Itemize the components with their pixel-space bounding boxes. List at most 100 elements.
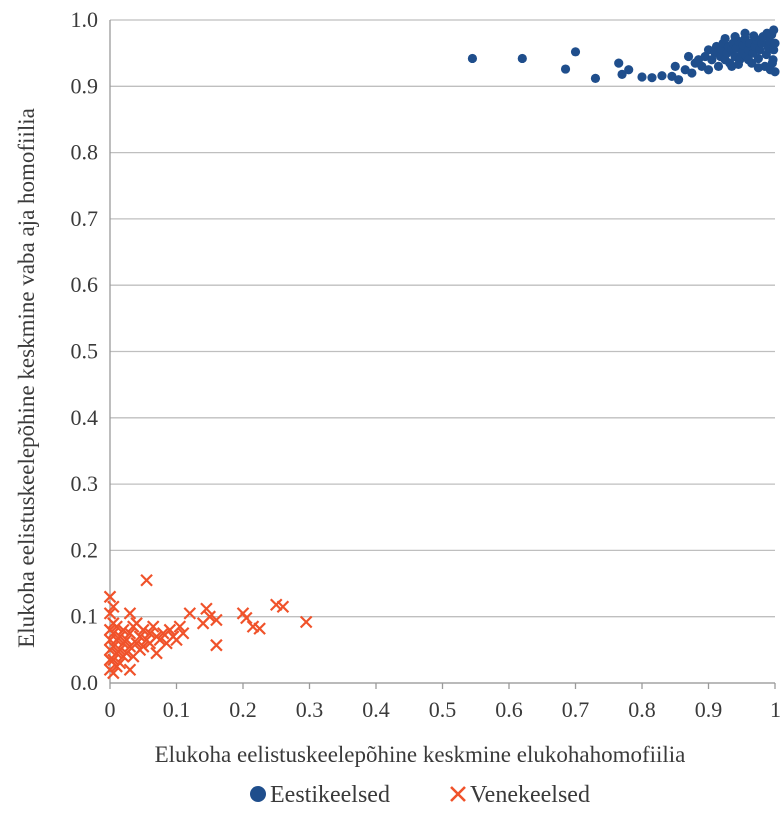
point-eestikeelsed [637,72,647,82]
point-venekeelsed [133,630,147,643]
point-eestikeelsed [749,31,759,41]
point-eestikeelsed [647,73,657,83]
gridlines [110,19,775,684]
point-eestikeelsed [769,25,779,35]
point-eestikeelsed [614,58,624,68]
point-venekeelsed-stroke [103,633,117,647]
point-venekeelsed [103,607,117,620]
point-eestikeelsed [560,64,571,74]
legend-item: Eestikeelsed [250,782,390,808]
y-tick-label: 0.7 [71,206,99,231]
point-eestikeelsed [670,61,680,72]
point-venekeelsed-stroke [173,620,187,633]
y-tick-label: 1.0 [71,7,99,32]
point-venekeelsed [299,615,313,629]
point-eestikeelsed [657,71,667,81]
point-venekeelsed-stroke [163,623,177,637]
y-tick-labels: 0.0 0.1 0.2 0.3 0.4 0.5 0.6 0.7 0.8 0.9 1.0 [71,7,99,695]
point-venekeelsed-stroke [160,636,173,650]
point-venekeelsed [240,611,253,625]
point-venekeelsed-stroke [107,653,120,667]
point-eestikeelsed [753,53,763,64]
point-eestikeelsed [740,28,750,38]
point-venekeelsed [117,623,130,637]
point-venekeelsed-stroke [210,638,223,652]
point-eestikeelsed [770,38,780,48]
x-tick-label: 0.9 [695,697,723,722]
x-tick-label: 0 [105,697,116,722]
x-tick-label: 1 [770,697,781,722]
point-eestikeelsed [467,53,478,64]
point-venekeelsed [210,638,223,652]
y-tick-label: 0.4 [71,405,99,430]
point-eestikeelsed [683,51,694,62]
point-venekeelsed [123,640,137,653]
point-eestikeelsed [753,63,763,73]
x-tick-label: 0.7 [562,697,590,722]
x-tick-label: 0.2 [229,697,257,722]
point-venekeelsed [140,573,153,587]
point-venekeelsed [163,623,177,637]
y-tick-label: 0.0 [71,670,99,695]
point-venekeelsed [103,663,117,677]
point-venekeelsed-stroke [126,650,140,663]
point-eestikeelsed [617,69,627,79]
legend-label: Eestikeelsed [270,782,390,808]
point-venekeelsed [103,623,117,637]
x-tick-labels: 0 0.1 0.2 0.3 0.4 0.5 0.6 0.7 0.8 0.9 1 [105,697,781,722]
point-venekeelsed-stroke [170,633,183,647]
x-tick-label: 0.8 [628,697,656,722]
x-axis-title: Elukoha eelistuskeelepõhine keskmine elu… [155,742,686,767]
point-venekeelsed-stroke [299,615,313,629]
point-eestikeelsed [713,61,724,72]
point-venekeelsed [136,640,150,653]
point-venekeelsed-stroke [123,607,137,620]
point-venekeelsed [103,643,117,657]
point-eestikeelsed [687,68,697,78]
point-venekeelsed [123,626,137,640]
point-venekeelsed [170,633,183,647]
point-venekeelsed-stroke [240,611,253,625]
point-venekeelsed [123,607,137,620]
point-venekeelsed-stroke [123,626,137,640]
point-venekeelsed [143,626,157,640]
point-venekeelsed-stroke [123,640,137,653]
point-venekeelsed-stroke [196,617,210,630]
point-eestikeelsed [703,65,714,75]
point-venekeelsed [150,646,163,660]
point-venekeelsed-stroke [146,620,160,633]
y-tick-label: 0.2 [71,537,99,562]
point-venekeelsed [160,636,173,650]
point-venekeelsed-stroke [130,636,143,650]
x-tick-label: 0.4 [362,697,390,722]
point-venekeelsed-stroke [107,617,120,630]
point-venekeelsed [183,607,197,620]
legend-item: Venekeelsed [450,782,590,808]
point-venekeelsed-stroke [156,626,170,640]
point-venekeelsed-stroke [136,640,150,653]
point-venekeelsed-stroke [140,573,153,587]
point-eestikeelsed [720,33,730,44]
point-eestikeelsed [673,75,684,85]
point-venekeelsed-stroke [107,600,120,614]
point-venekeelsed [103,590,117,604]
point-venekeelsed [126,650,140,663]
point-eestikeelsed [570,47,581,57]
legend: Eestikeelsed Venekeelsed [250,782,590,808]
legend-marker-circle [250,786,266,802]
point-venekeelsed-stroke [103,607,117,620]
point-venekeelsed [156,626,170,640]
y-tick-label: 0.8 [71,140,99,165]
point-venekeelsed [146,620,160,633]
point-venekeelsed-stroke [200,602,213,616]
point-venekeelsed-stroke [183,607,197,620]
point-eestikeelsed [517,53,527,64]
point-venekeelsed-stroke [103,590,117,604]
x-tick-label: 0.3 [296,697,324,722]
point-eestikeelsed [743,55,754,65]
point-venekeelsed [210,613,223,627]
point-venekeelsed-stroke [210,613,223,627]
legend-label: Venekeelsed [470,782,590,808]
point-venekeelsed [103,653,117,667]
